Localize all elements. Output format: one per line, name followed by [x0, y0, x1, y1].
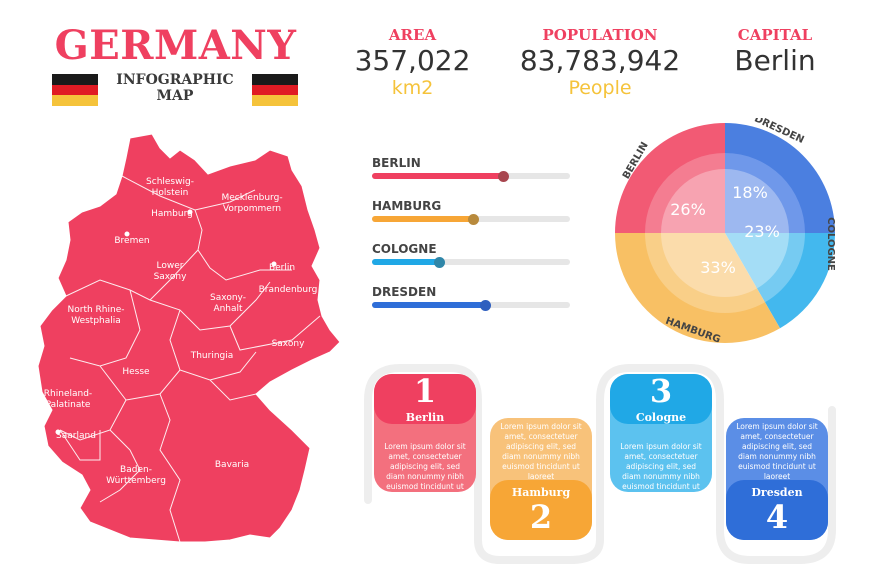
rhineland-label: Rhineland-Palatinate: [44, 389, 92, 410]
card-dresden-footer: [726, 480, 828, 540]
area-label: AREA: [388, 26, 437, 44]
bar-knob-hamburg: [467, 213, 479, 225]
card-dresden: Lorem ipsum dolor sit amet, consectetuer…: [726, 418, 828, 540]
bar-knob-dresden: [479, 299, 491, 311]
capital-stat: CAPITAL Berlin: [715, 26, 835, 77]
population-value: 83,783,942: [519, 44, 681, 77]
bar-track-berlin: [372, 170, 570, 182]
population-label: POPULATION: [542, 26, 658, 44]
lower-saxony-label: Lower Saxony: [154, 261, 187, 282]
german-flag-right: [252, 74, 298, 106]
saarland-label: Saarland: [56, 431, 96, 441]
state-borders: [59, 175, 321, 543]
berlin-map-label: Berlin: [269, 263, 295, 273]
pie-label-cologne: COLOGNE: [825, 217, 836, 271]
bar-label-berlin: BERLIN: [372, 156, 421, 170]
baden-label: Baden-Württemberg: [106, 465, 166, 486]
bar-track-hamburg: [372, 213, 570, 225]
bar-track-dresden: [372, 299, 570, 311]
card-cologne-name: Cologne: [635, 411, 687, 424]
card-dresden-text: Lorem ipsum dolor sit amet, consectetuer…: [736, 422, 818, 481]
hesse-label: Hesse: [122, 367, 150, 377]
nrw-label: North Rhine-Westphalia: [68, 305, 125, 326]
subtitle-line-1: INFOGRAPHIC: [116, 72, 234, 88]
card-hamburg-name: Hamburg: [511, 486, 571, 499]
hamburg-label: Hamburg: [151, 209, 193, 219]
pie-pct-berlin: 26%: [670, 200, 706, 219]
bar-fill-hamburg: [372, 216, 473, 222]
capital-label: CAPITAL: [737, 26, 813, 44]
pie-pct-cologne: 23%: [744, 222, 780, 241]
hamburg-dot: [187, 209, 193, 215]
bar-label-hamburg: HAMBURG: [372, 199, 442, 213]
city-bars: BERLIN HAMBURG COLOGNE DRESDEN: [372, 156, 572, 316]
area-value: 357,022: [354, 44, 471, 77]
bavaria-label: Bavaria: [215, 460, 249, 470]
card-berlin-name: Berlin: [405, 411, 445, 424]
germany-map-shape: [37, 133, 341, 543]
bar-fill-cologne: [372, 259, 440, 265]
germany-map: Schleswig-Holstein Hamburg Mecklenburg-V…: [37, 133, 341, 543]
card-dresden-name: Dresden: [751, 486, 803, 499]
pie-cologne-ring-1: [756, 233, 805, 303]
page-subtitle: INFOGRAPHIC MAP: [100, 72, 250, 104]
city-cards-track: [364, 364, 836, 564]
page-title: GERMANY: [54, 22, 297, 69]
card-cologne-text: Lorem ipsum dolor sit amet, consectetuer…: [620, 442, 702, 501]
bar-track-cologne: [372, 256, 570, 268]
card-cologne: 3 Cologne Lorem ipsum dolor sit amet, co…: [610, 372, 712, 501]
berlin-dot: [271, 261, 277, 267]
bar-knob-berlin: [497, 170, 509, 182]
bar-knob-cologne: [434, 256, 446, 268]
mecklenburg-label: Mecklenburg-Vorpommern: [221, 193, 282, 214]
population-stat: POPULATION 83,783,942 People: [510, 26, 690, 99]
pie-cologne-ring-0: [764, 233, 835, 329]
pie-berlin-ring-0: [615, 123, 725, 233]
card-cologne-number: 3: [649, 372, 673, 410]
subtitle-line-2: MAP: [156, 88, 194, 104]
card-berlin-text: Lorem ipsum dolor sit amet, consectetuer…: [384, 442, 466, 501]
pie-hamburg-ring-1: [645, 233, 765, 313]
card-berlin-header: [374, 374, 476, 424]
bremen-label: Bremen: [114, 236, 149, 246]
card-dresden-number: 4: [765, 498, 789, 536]
thuringia-label: Thuringia: [190, 351, 234, 361]
saxony-anhalt-label: Saxony-Anhalt: [210, 293, 246, 314]
german-flag-left: [52, 74, 98, 106]
card-hamburg-number: 2: [529, 498, 553, 536]
bar-label-cologne: COLOGNE: [372, 242, 437, 256]
card-hamburg-text: Lorem ipsum dolor sit amet, consectetuer…: [500, 422, 582, 481]
capital-value: Berlin: [734, 44, 816, 77]
bremen-dot: [124, 231, 130, 237]
schleswig-label: Schleswig-Holstein: [146, 177, 194, 198]
bar-fill-berlin: [372, 173, 503, 179]
card-berlin: 1 Berlin Lorem ipsum dolor sit amet, con…: [374, 372, 476, 501]
card-cologne-header: [610, 374, 712, 424]
saarland-dot: [55, 429, 61, 435]
brandenburg-label: Brandenburg: [259, 285, 318, 295]
pie-dresden-ring-2: [725, 169, 789, 233]
pie-pct-dresden: 18%: [732, 183, 768, 202]
card-hamburg-footer: [490, 480, 592, 540]
pie-pct-hamburg: 33%: [700, 258, 736, 277]
card-berlin-number: 1: [413, 372, 437, 410]
area-stat: AREA 357,022 km2: [350, 26, 475, 99]
pie-dresden-ring-0: [725, 123, 835, 233]
area-unit: km2: [391, 77, 434, 99]
pie-berlin-ring-2: [661, 169, 725, 233]
population-unit: People: [568, 77, 632, 99]
pie-cologne-ring-2: [725, 233, 789, 289]
cards-track-line: [364, 364, 836, 564]
pie-hamburg-ring-2: [661, 233, 757, 297]
bar-fill-dresden: [372, 302, 485, 308]
pie-hamburg-ring-0: [615, 233, 780, 343]
card-hamburg: Lorem ipsum dolor sit amet, consectetuer…: [490, 418, 592, 540]
bar-label-dresden: DRESDEN: [372, 285, 437, 299]
saxony-label: Saxony: [272, 339, 305, 349]
